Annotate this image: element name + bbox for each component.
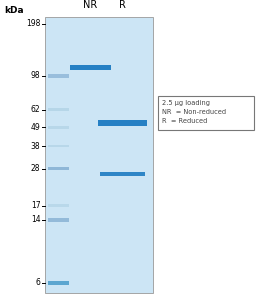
Text: 14: 14: [31, 215, 40, 224]
Text: kDa: kDa: [4, 6, 23, 15]
Bar: [158, 96, 254, 130]
Text: 2.5 μg loading
NR  = Non-reduced
R  = Reduced: 2.5 μg loading NR = Non-reduced R = Redu…: [162, 100, 226, 124]
Bar: [45, 16, 153, 292]
Bar: [48, 126, 69, 129]
Bar: [48, 218, 69, 222]
Text: R: R: [119, 1, 126, 10]
Text: 198: 198: [26, 20, 40, 28]
Bar: [48, 74, 69, 78]
Bar: [48, 108, 69, 111]
Bar: [70, 65, 111, 70]
Text: 49: 49: [31, 123, 40, 132]
Text: 28: 28: [31, 164, 40, 173]
Bar: [98, 120, 147, 125]
Text: 98: 98: [31, 71, 40, 80]
Text: 38: 38: [31, 142, 40, 151]
Bar: [48, 204, 69, 207]
Text: NR: NR: [83, 1, 97, 10]
Text: 17: 17: [31, 201, 40, 210]
Bar: [48, 280, 69, 284]
Bar: [48, 167, 69, 170]
Bar: [48, 145, 69, 147]
Text: 62: 62: [31, 105, 40, 114]
Bar: [100, 172, 145, 176]
Text: 6: 6: [35, 278, 40, 287]
